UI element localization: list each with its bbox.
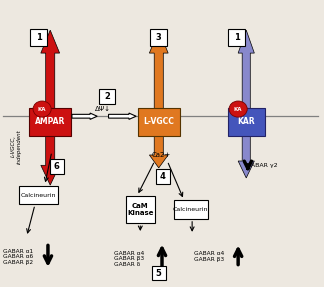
Text: Calcineurin: Calcineurin bbox=[173, 207, 208, 212]
FancyBboxPatch shape bbox=[150, 29, 167, 46]
Text: ΔΨ↓: ΔΨ↓ bbox=[95, 106, 111, 112]
FancyBboxPatch shape bbox=[99, 89, 115, 104]
FancyArrow shape bbox=[41, 136, 60, 185]
FancyBboxPatch shape bbox=[50, 159, 64, 174]
FancyBboxPatch shape bbox=[29, 108, 71, 136]
FancyArrow shape bbox=[149, 30, 168, 108]
FancyBboxPatch shape bbox=[152, 266, 166, 280]
Circle shape bbox=[229, 101, 247, 117]
FancyArrow shape bbox=[238, 136, 254, 178]
Text: Calcineurin: Calcineurin bbox=[20, 193, 56, 198]
FancyBboxPatch shape bbox=[19, 186, 58, 204]
FancyArrow shape bbox=[72, 113, 97, 119]
Text: KAR: KAR bbox=[237, 117, 255, 127]
FancyBboxPatch shape bbox=[126, 196, 155, 223]
Text: GABAR α4
GABAR β3: GABAR α4 GABAR β3 bbox=[194, 251, 224, 262]
FancyBboxPatch shape bbox=[227, 108, 265, 136]
FancyBboxPatch shape bbox=[173, 200, 207, 219]
FancyBboxPatch shape bbox=[138, 108, 180, 136]
Text: GABAR γ2: GABAR γ2 bbox=[246, 163, 277, 168]
FancyBboxPatch shape bbox=[228, 29, 245, 46]
Text: 3: 3 bbox=[156, 33, 162, 42]
FancyArrow shape bbox=[109, 113, 136, 119]
Text: GABAR α4
GABAR β3
GABAR δ: GABAR α4 GABAR β3 GABAR δ bbox=[114, 251, 144, 267]
FancyArrow shape bbox=[149, 136, 168, 168]
Text: 4: 4 bbox=[160, 172, 166, 181]
Text: 1: 1 bbox=[234, 33, 239, 42]
Text: AMPAR: AMPAR bbox=[35, 117, 65, 127]
Text: KA: KA bbox=[234, 106, 242, 112]
Text: Ca2+: Ca2+ bbox=[152, 152, 171, 158]
Text: L-VGCC,
independent: L-VGCC, independent bbox=[11, 129, 22, 164]
Text: 2: 2 bbox=[104, 92, 110, 101]
FancyBboxPatch shape bbox=[156, 169, 170, 184]
Circle shape bbox=[33, 101, 51, 117]
Text: KA: KA bbox=[38, 106, 46, 112]
Text: CaM
Kinase: CaM Kinase bbox=[127, 203, 154, 216]
Text: 5: 5 bbox=[156, 269, 162, 278]
Text: 1: 1 bbox=[36, 33, 42, 42]
Text: L-VGCC: L-VGCC bbox=[143, 117, 174, 127]
FancyBboxPatch shape bbox=[30, 29, 47, 46]
Text: GABAR α1
GABAR α6
GABAR β2: GABAR α1 GABAR α6 GABAR β2 bbox=[3, 249, 33, 265]
Text: 6: 6 bbox=[54, 162, 60, 171]
FancyArrow shape bbox=[238, 30, 254, 108]
FancyArrow shape bbox=[41, 30, 60, 108]
